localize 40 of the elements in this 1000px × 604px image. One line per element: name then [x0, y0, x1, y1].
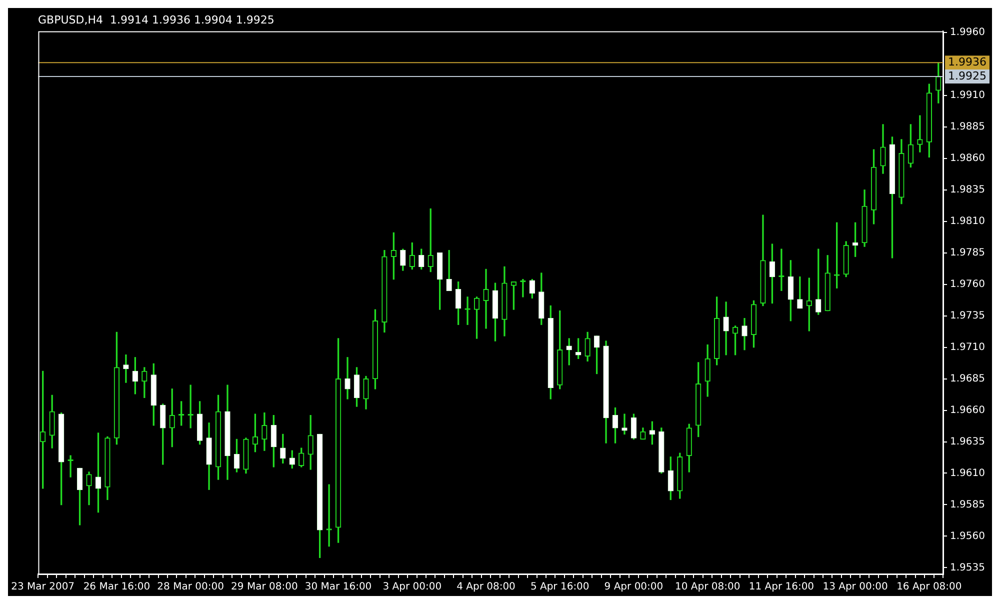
y-tick-label: 1.9860 [950, 152, 986, 164]
candlestick [123, 354, 129, 383]
x-tick-label: 29 Mar 08:00 [231, 582, 298, 593]
candlestick [464, 296, 470, 325]
y-tick-label: 1.9785 [950, 247, 986, 258]
y-tick-label: 1.9535 [950, 562, 986, 574]
x-tick-label: 30 Mar 16:00 [304, 582, 372, 593]
ref-line-label: 1.9925 [948, 69, 987, 82]
candlestick [326, 484, 332, 547]
y-tick-label: 1.9960 [950, 27, 986, 38]
ref-line-label: 1.9936 [948, 56, 987, 69]
x-tick-label: 26 Mar 16:00 [83, 582, 150, 593]
y-tick-label: 1.9810 [950, 216, 986, 227]
y-tick-label: 1.9835 [950, 184, 986, 196]
x-tick-label: 10 Apr 08:00 [674, 582, 740, 593]
y-tick-label: 1.9585 [950, 499, 986, 510]
y-tick-label: 1.9910 [950, 90, 986, 102]
x-tick-label: 3 Apr 00:00 [382, 582, 442, 593]
y-tick-label: 1.9710 [950, 342, 986, 353]
x-tick-label: 28 Mar 00:00 [157, 582, 224, 593]
y-tick-label: 1.9735 [950, 310, 986, 322]
candlestick [344, 357, 350, 400]
x-tick-label: 11 Apr 16:00 [748, 582, 814, 593]
y-tick-label: 1.9610 [950, 468, 986, 479]
y-tick-label: 1.9560 [950, 530, 986, 542]
x-tick-label: 16 Apr 08:00 [896, 582, 962, 593]
x-tick-label: 9 Apr 00:00 [604, 582, 664, 593]
x-tick-label: 13 Apr 00:00 [822, 582, 888, 593]
y-tick-label: 1.9660 [950, 404, 986, 416]
chart-title: GBPUSD,H4 1.9914 1.9936 1.9904 1.9925 [38, 13, 274, 26]
x-tick-label: 5 Apr 16:00 [530, 582, 590, 593]
y-tick-label: 1.9760 [950, 278, 986, 290]
y-tick-label: 1.9885 [950, 122, 986, 133]
y-tick-label: 1.9635 [950, 436, 986, 448]
candlestick [622, 414, 628, 435]
x-tick-label: 4 Apr 08:00 [456, 582, 516, 593]
y-tick-label: 1.9685 [950, 373, 986, 384]
candlestick [483, 268, 489, 329]
x-tick-label: 23 Mar 2007 [11, 582, 75, 593]
candlestick [917, 115, 923, 152]
